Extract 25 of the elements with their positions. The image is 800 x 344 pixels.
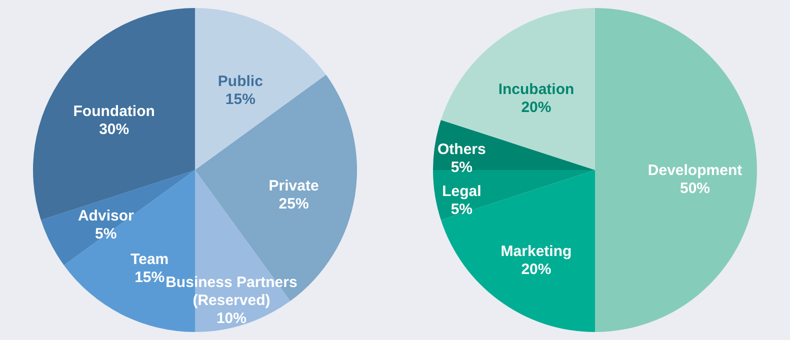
- data-label: 25%: [278, 196, 309, 213]
- slice-label: Marketing: [500, 242, 572, 260]
- slice-label: Public: [218, 72, 263, 90]
- slice-label: Team: [130, 251, 169, 268]
- slice-label: Advisor: [78, 207, 134, 224]
- pie-slice: [595, 8, 757, 332]
- slice-label: Others: [437, 140, 486, 158]
- pie-slice: [33, 8, 195, 220]
- slice-label: Foundation: [73, 103, 155, 120]
- data-label: 5%: [450, 158, 473, 176]
- data-label: 5%: [450, 201, 473, 218]
- pie-slice: [40, 170, 195, 266]
- slice-label: Incubation: [498, 81, 574, 98]
- data-label: 50%: [680, 180, 710, 197]
- slice-label: Private: [268, 178, 319, 195]
- data-label: 30%: [99, 121, 130, 138]
- pie-slice: [195, 8, 326, 170]
- data-label: 15%: [134, 269, 165, 286]
- data-label: 20%: [521, 260, 552, 278]
- data-label: 10%: [216, 310, 246, 328]
- data-label: 5%: [95, 225, 117, 242]
- slice-label: Development: [648, 162, 742, 179]
- slice-label: Legal: [442, 183, 482, 200]
- data-label: 15%: [225, 90, 256, 108]
- data-label: 20%: [521, 99, 552, 116]
